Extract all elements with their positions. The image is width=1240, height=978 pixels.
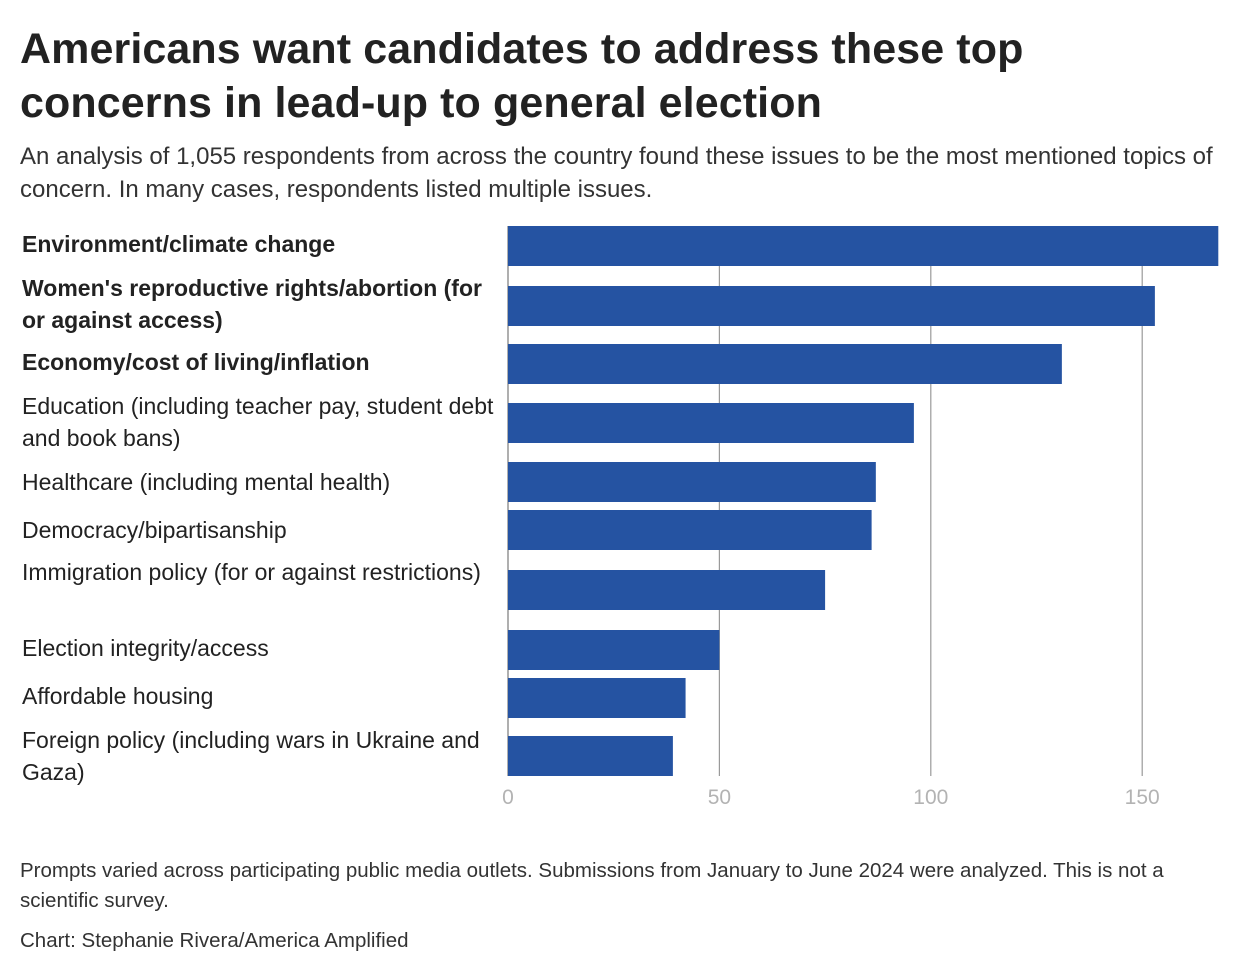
bar bbox=[508, 630, 720, 670]
bar bbox=[508, 344, 1062, 384]
bar bbox=[508, 286, 1155, 326]
category-label: Foreign policy (including wars in Ukrain… bbox=[22, 727, 480, 785]
bar-chart: 0 50 100 150 bbox=[502, 226, 1219, 809]
chart-title: Americans want candidates to address the… bbox=[20, 25, 1024, 127]
x-tick-label: 150 bbox=[1125, 786, 1160, 809]
category-label: Immigration policy (for or against restr… bbox=[22, 559, 481, 585]
category-label: Affordable housing bbox=[22, 683, 214, 709]
chart-credit: Chart: Stephanie Rivera/America Amplifie… bbox=[20, 929, 409, 952]
x-tick-label: 100 bbox=[913, 786, 948, 809]
category-label: Election integrity/access bbox=[22, 635, 269, 661]
bar bbox=[508, 570, 826, 610]
x-tick-label: 50 bbox=[708, 786, 731, 809]
category-label: Economy/cost of living/inflation bbox=[22, 349, 370, 375]
bar bbox=[508, 678, 686, 718]
x-tick-label: 0 bbox=[502, 786, 514, 809]
bar bbox=[508, 226, 1219, 266]
category-label: Education (including teacher pay, studen… bbox=[22, 393, 494, 451]
bar bbox=[508, 462, 876, 502]
category-label: Democracy/bipartisanship bbox=[22, 517, 287, 543]
bar bbox=[508, 736, 673, 776]
category-label: Healthcare (including mental health) bbox=[22, 469, 391, 495]
bar bbox=[508, 510, 872, 550]
chart-subtitle: An analysis of 1,055 respondents from ac… bbox=[20, 143, 1213, 203]
category-label: Women's reproductive rights/abortion (fo… bbox=[22, 275, 482, 333]
category-label: Environment/climate change bbox=[22, 231, 336, 257]
bar bbox=[508, 403, 914, 443]
chart-note: Prompts varied across participating publ… bbox=[20, 859, 1164, 912]
